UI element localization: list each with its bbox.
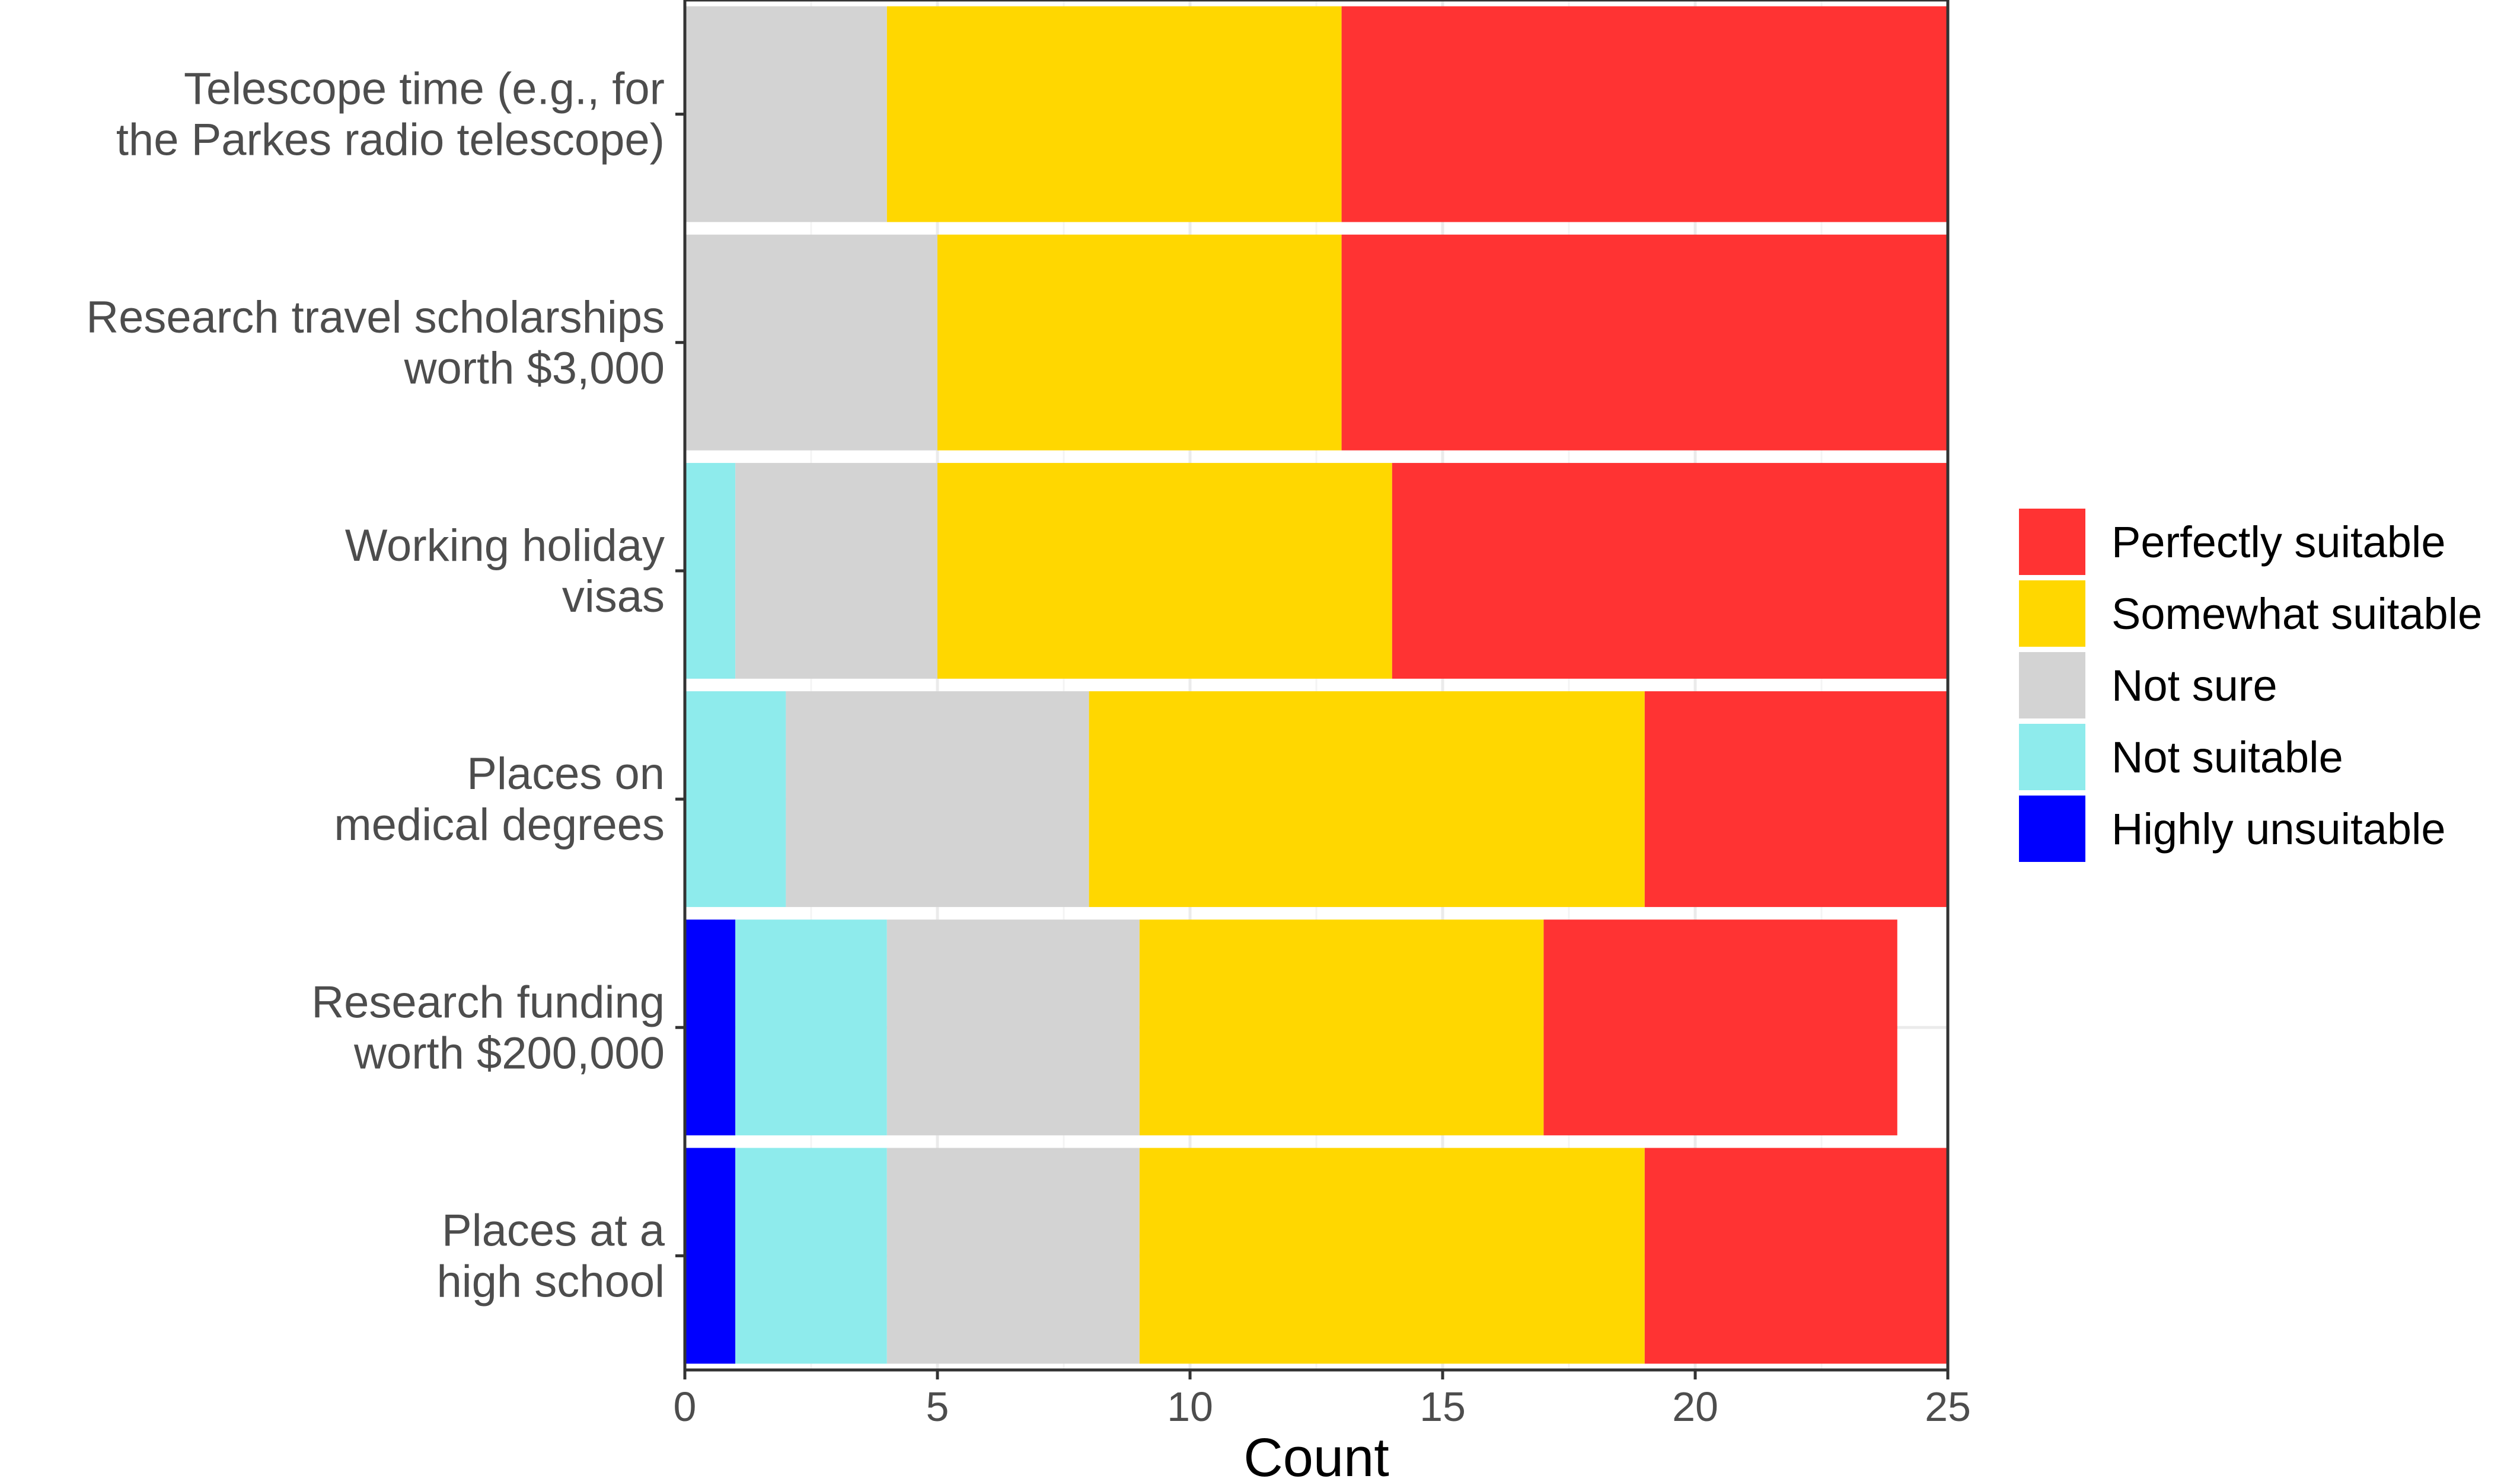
y-tick-label: Working holiday <box>345 520 665 571</box>
x-tick-label: 0 <box>674 1384 697 1430</box>
bar-segment <box>1644 1148 1948 1364</box>
x-axis-title: Count <box>1243 1427 1389 1482</box>
bar-segment <box>1392 462 1948 679</box>
x-tick-label: 10 <box>1167 1384 1213 1430</box>
y-tick-label: Research funding <box>311 977 665 1027</box>
x-tick-label: 15 <box>1420 1384 1466 1430</box>
legend-key <box>2019 796 2085 862</box>
bar-segment <box>1543 919 1897 1136</box>
bar-segment <box>1139 919 1544 1136</box>
bar-segment <box>886 6 1342 222</box>
y-tick-label: Research travel scholarships <box>86 292 665 343</box>
y-tick-label: medical degrees <box>334 800 665 850</box>
y-tick-label: worth $200,000 <box>353 1028 665 1078</box>
legend-key <box>2019 580 2085 647</box>
legend-key <box>2019 509 2085 575</box>
legend-key <box>2019 724 2085 790</box>
bar-segment <box>786 691 1089 908</box>
bar-segment <box>685 691 786 908</box>
plot-border <box>683 0 1950 1372</box>
bar-segment <box>937 234 1342 451</box>
y-tick-label: visas <box>562 571 665 622</box>
y-tick-label: Places on <box>467 749 665 799</box>
bar-segment <box>937 462 1392 679</box>
bar-segment <box>735 1148 887 1364</box>
legend-label: Somewhat suitable <box>2111 589 2482 638</box>
bars <box>685 6 1948 1364</box>
bar-segment <box>685 234 937 451</box>
bar-segment <box>685 919 736 1136</box>
x-tick-label: 25 <box>1925 1384 1971 1430</box>
x-axis: 0 5 10 15 20 25 <box>674 1370 1971 1430</box>
legend-key <box>2019 652 2085 718</box>
x-tick-label: 5 <box>926 1384 949 1430</box>
bar-segment <box>1341 6 1948 222</box>
bar-segment <box>1089 691 1645 908</box>
bar-segment <box>1644 691 1948 908</box>
legend-label: Not suitable <box>2111 733 2343 782</box>
y-tick-label: high school <box>437 1256 665 1307</box>
bar-segment <box>735 919 887 1136</box>
bar-segment <box>685 1148 736 1364</box>
bar-segment <box>685 462 736 679</box>
bar-segment <box>1139 1148 1645 1364</box>
bar-segment <box>1341 234 1948 451</box>
legend-label: Not sure <box>2111 661 2277 710</box>
legend-label: Highly unsuitable <box>2111 804 2446 854</box>
bar-segment <box>735 462 937 679</box>
x-tick-label: 20 <box>1672 1384 1718 1430</box>
bar-segment <box>886 1148 1140 1364</box>
y-tick-label: worth $3,000 <box>404 343 665 394</box>
y-tick-label: the Parkes radio telescope) <box>116 115 665 165</box>
legend-label: Perfectly suitable <box>2111 518 2446 567</box>
bar-segment <box>685 6 887 222</box>
y-tick-label: Places at a <box>442 1205 665 1256</box>
bar-segment <box>886 919 1140 1136</box>
legend: Perfectly suitable Somewhat suitable Not s… <box>2019 509 2482 862</box>
y-tick-label: Telescope time (e.g., for <box>184 64 665 114</box>
